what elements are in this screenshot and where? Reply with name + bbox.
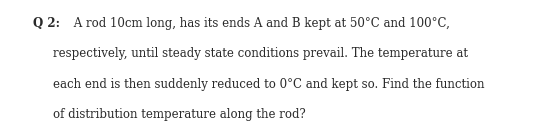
Text: of distribution temperature along the rod?: of distribution temperature along the ro… <box>53 108 306 121</box>
Text: respectively, until steady state conditions prevail. The temperature at: respectively, until steady state conditi… <box>53 47 468 60</box>
Text: Q 2:: Q 2: <box>33 17 60 30</box>
Text: each end is then suddenly reduced to 0°C and kept so. Find the function: each end is then suddenly reduced to 0°C… <box>53 78 484 91</box>
Text: A rod 10cm long, has its ends A and B kept at 50°C and 100°C,: A rod 10cm long, has its ends A and B ke… <box>70 17 450 30</box>
